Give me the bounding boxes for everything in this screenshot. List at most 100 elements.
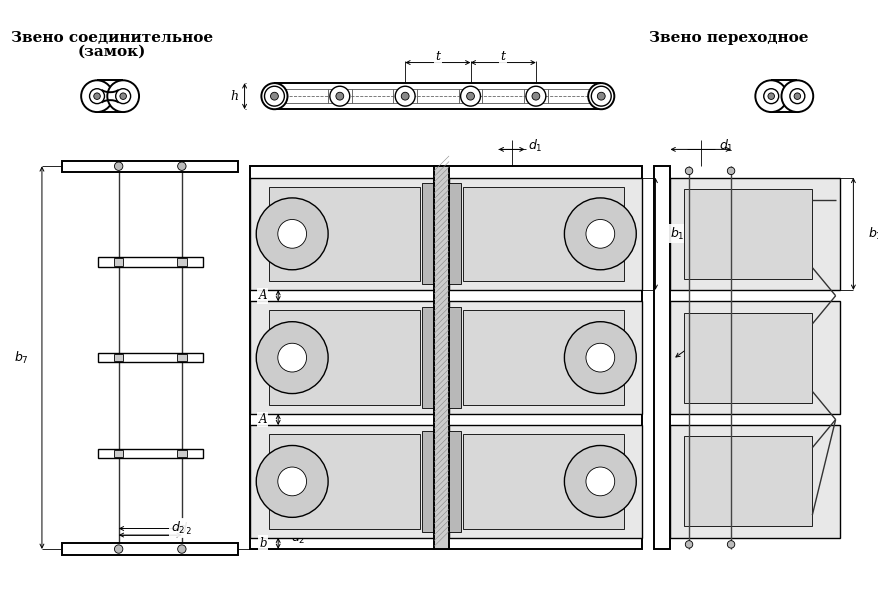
Circle shape bbox=[114, 162, 123, 170]
Circle shape bbox=[726, 540, 734, 548]
Bar bbox=[670, 425, 839, 538]
Bar bbox=[114, 354, 123, 361]
Circle shape bbox=[767, 93, 774, 99]
Circle shape bbox=[256, 198, 327, 270]
Text: $d_2$: $d_2$ bbox=[170, 520, 185, 536]
Circle shape bbox=[685, 167, 692, 175]
Circle shape bbox=[335, 92, 343, 100]
Ellipse shape bbox=[587, 83, 614, 110]
Bar bbox=[670, 178, 839, 290]
Circle shape bbox=[256, 446, 327, 517]
Circle shape bbox=[114, 545, 123, 554]
Circle shape bbox=[270, 92, 278, 100]
Bar bbox=[114, 449, 123, 457]
Bar bbox=[449, 431, 460, 532]
Bar bbox=[250, 301, 434, 414]
Bar bbox=[177, 258, 186, 266]
Bar bbox=[421, 307, 434, 408]
Bar bbox=[449, 301, 642, 414]
Bar bbox=[114, 258, 123, 266]
Circle shape bbox=[586, 220, 614, 248]
Circle shape bbox=[754, 81, 786, 112]
Bar bbox=[463, 435, 623, 529]
Bar bbox=[177, 354, 186, 361]
Bar bbox=[770, 81, 796, 112]
Bar bbox=[97, 258, 203, 266]
Bar bbox=[653, 166, 670, 549]
Bar bbox=[250, 425, 434, 538]
Circle shape bbox=[685, 540, 692, 548]
Bar bbox=[463, 310, 623, 405]
Text: b: b bbox=[259, 537, 267, 550]
Text: h: h bbox=[230, 89, 238, 102]
Text: $b_1$: $b_1$ bbox=[670, 226, 684, 242]
Bar bbox=[269, 310, 420, 405]
Text: $d_2$: $d_2$ bbox=[291, 530, 306, 546]
Circle shape bbox=[793, 93, 800, 99]
Circle shape bbox=[277, 343, 306, 372]
Bar bbox=[97, 81, 123, 112]
Circle shape bbox=[564, 446, 636, 517]
Circle shape bbox=[395, 86, 414, 106]
Circle shape bbox=[277, 467, 306, 496]
Bar bbox=[269, 186, 420, 281]
Text: $d_2$: $d_2$ bbox=[721, 339, 736, 355]
Circle shape bbox=[256, 321, 327, 394]
Text: $d_1$: $d_1$ bbox=[528, 137, 543, 154]
Bar bbox=[449, 184, 460, 284]
Bar bbox=[684, 189, 811, 279]
Circle shape bbox=[81, 81, 112, 112]
Circle shape bbox=[726, 167, 734, 175]
Circle shape bbox=[466, 92, 474, 100]
Bar bbox=[449, 425, 642, 538]
Bar bbox=[421, 431, 434, 532]
Bar bbox=[250, 166, 642, 549]
Circle shape bbox=[525, 86, 545, 106]
Bar bbox=[62, 160, 238, 172]
Text: (замок): (замок) bbox=[77, 45, 146, 59]
Circle shape bbox=[531, 92, 539, 100]
Text: Звено переходное: Звено переходное bbox=[648, 31, 807, 45]
Bar bbox=[177, 449, 186, 457]
Text: $b_7$: $b_7$ bbox=[14, 350, 29, 366]
Text: t: t bbox=[435, 50, 440, 63]
Circle shape bbox=[564, 198, 636, 270]
Text: A: A bbox=[258, 289, 267, 303]
Bar bbox=[463, 186, 623, 281]
Bar bbox=[434, 166, 449, 549]
Circle shape bbox=[116, 89, 131, 104]
Circle shape bbox=[763, 89, 778, 104]
Circle shape bbox=[177, 162, 186, 170]
Bar bbox=[670, 301, 839, 414]
Circle shape bbox=[107, 81, 139, 112]
Ellipse shape bbox=[261, 83, 287, 110]
Circle shape bbox=[781, 81, 812, 112]
Circle shape bbox=[586, 467, 614, 496]
Circle shape bbox=[277, 220, 306, 248]
Circle shape bbox=[400, 92, 408, 100]
Circle shape bbox=[597, 92, 604, 100]
Circle shape bbox=[119, 93, 126, 99]
Circle shape bbox=[94, 93, 100, 99]
Bar bbox=[269, 435, 420, 529]
Bar bbox=[97, 449, 203, 458]
Circle shape bbox=[586, 343, 614, 372]
Bar bbox=[62, 543, 238, 555]
Circle shape bbox=[789, 89, 804, 104]
Circle shape bbox=[460, 86, 480, 106]
Bar bbox=[684, 313, 811, 403]
Bar bbox=[449, 307, 460, 408]
Bar bbox=[250, 178, 434, 290]
Text: t: t bbox=[500, 50, 505, 63]
Bar bbox=[97, 353, 203, 362]
Text: A: A bbox=[258, 413, 267, 426]
Text: Звено соединительное: Звено соединительное bbox=[11, 31, 212, 45]
Circle shape bbox=[264, 86, 284, 106]
Bar bbox=[421, 184, 434, 284]
Text: $b_1$: $b_1$ bbox=[867, 226, 878, 242]
Text: $d_2$: $d_2$ bbox=[178, 520, 192, 536]
Circle shape bbox=[591, 86, 610, 106]
Bar bbox=[684, 436, 811, 526]
Bar bbox=[449, 178, 642, 290]
Text: $d_1$: $d_1$ bbox=[718, 137, 733, 154]
